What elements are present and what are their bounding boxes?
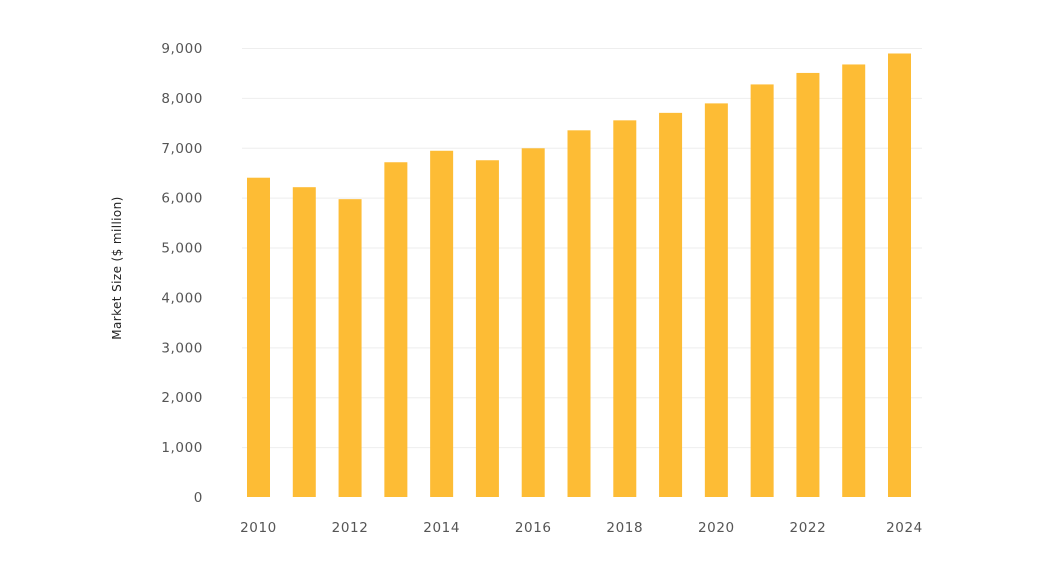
bar-2013[interactable] <box>384 162 408 497</box>
bar-2015[interactable] <box>475 160 499 497</box>
bar-2024[interactable] <box>888 53 911 498</box>
x-tick-label: 2010 <box>240 520 277 536</box>
y-tick-label: 0 <box>194 490 203 506</box>
bar-2011[interactable] <box>292 187 316 497</box>
bars <box>247 53 911 498</box>
x-tick-label: 2022 <box>790 520 827 536</box>
x-tick-label: 2016 <box>515 520 552 536</box>
y-tick-label: 8,000 <box>161 91 203 107</box>
x-tick-label: 2020 <box>698 520 735 536</box>
x-tick-label: 2024 <box>886 520 923 536</box>
y-tick-label: 7,000 <box>161 141 203 157</box>
x-tick-label: 2014 <box>423 520 460 536</box>
y-tick-label: 1,000 <box>161 440 203 456</box>
bar-2021[interactable] <box>750 84 774 498</box>
x-tick-label: 2012 <box>332 520 369 536</box>
bar-2017[interactable] <box>567 130 591 497</box>
bar-2020[interactable] <box>704 103 728 497</box>
x-axis-ticks: 2010 2012 2014 2016 2018 2020 2022 2024 <box>240 520 923 536</box>
bar-2014[interactable] <box>430 150 454 497</box>
y-axis-title: Market Size ($ million) <box>110 196 124 340</box>
y-tick-label: 5,000 <box>161 241 203 257</box>
y-axis-ticks: 0 1,000 2,000 3,000 4,000 5,000 6,000 7,000 8,00… <box>161 41 203 506</box>
x-tick-label: 2018 <box>606 520 643 536</box>
y-tick-label: 9,000 <box>161 41 203 57</box>
y-tick-label: 4,000 <box>161 290 203 306</box>
bar-2022[interactable] <box>796 72 820 497</box>
y-tick-label: 3,000 <box>161 340 203 356</box>
y-tick-label: 6,000 <box>161 191 203 207</box>
y-tick-label: 2,000 <box>161 390 203 406</box>
bar-2010[interactable] <box>247 177 270 497</box>
bar-2012[interactable] <box>338 199 362 497</box>
bar-2023[interactable] <box>842 64 866 498</box>
bar-2018[interactable] <box>613 120 637 497</box>
bar-2016[interactable] <box>521 148 545 497</box>
bar-2019[interactable] <box>659 112 683 498</box>
